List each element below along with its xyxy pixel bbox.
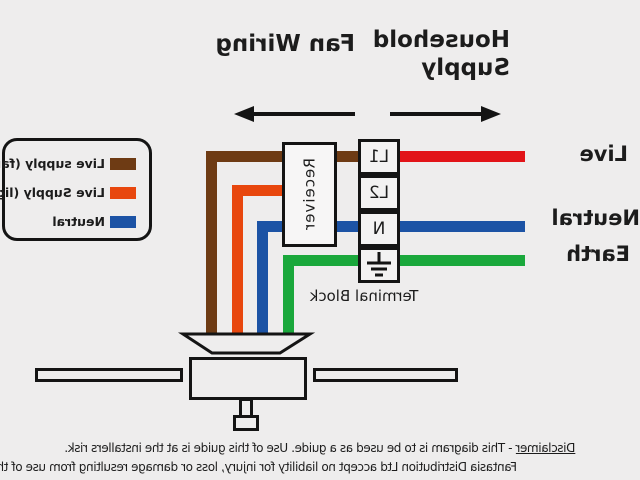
fan-wiring-arrow-right-icon bbox=[234, 106, 355, 122]
disclaimer-line1-rest: - This diagram is to be used as a guide.… bbox=[64, 441, 516, 455]
disclaimer-lead: Disclaimer bbox=[515, 441, 576, 455]
disclaimer-line-2: Fantasia Distribution Ltd accept no liab… bbox=[0, 460, 517, 474]
fan-motor-body bbox=[189, 357, 307, 400]
fan-blade-right bbox=[35, 368, 183, 382]
earth-icon bbox=[367, 252, 391, 277]
household-supply-arrow-left-icon bbox=[390, 106, 501, 122]
fan-blade-left bbox=[313, 368, 458, 382]
disclaimer-line-1: Disclaimer - This diagram is to be used … bbox=[0, 441, 640, 455]
fan-switch-knob bbox=[233, 415, 259, 431]
terminal-cell-earth bbox=[358, 247, 400, 283]
